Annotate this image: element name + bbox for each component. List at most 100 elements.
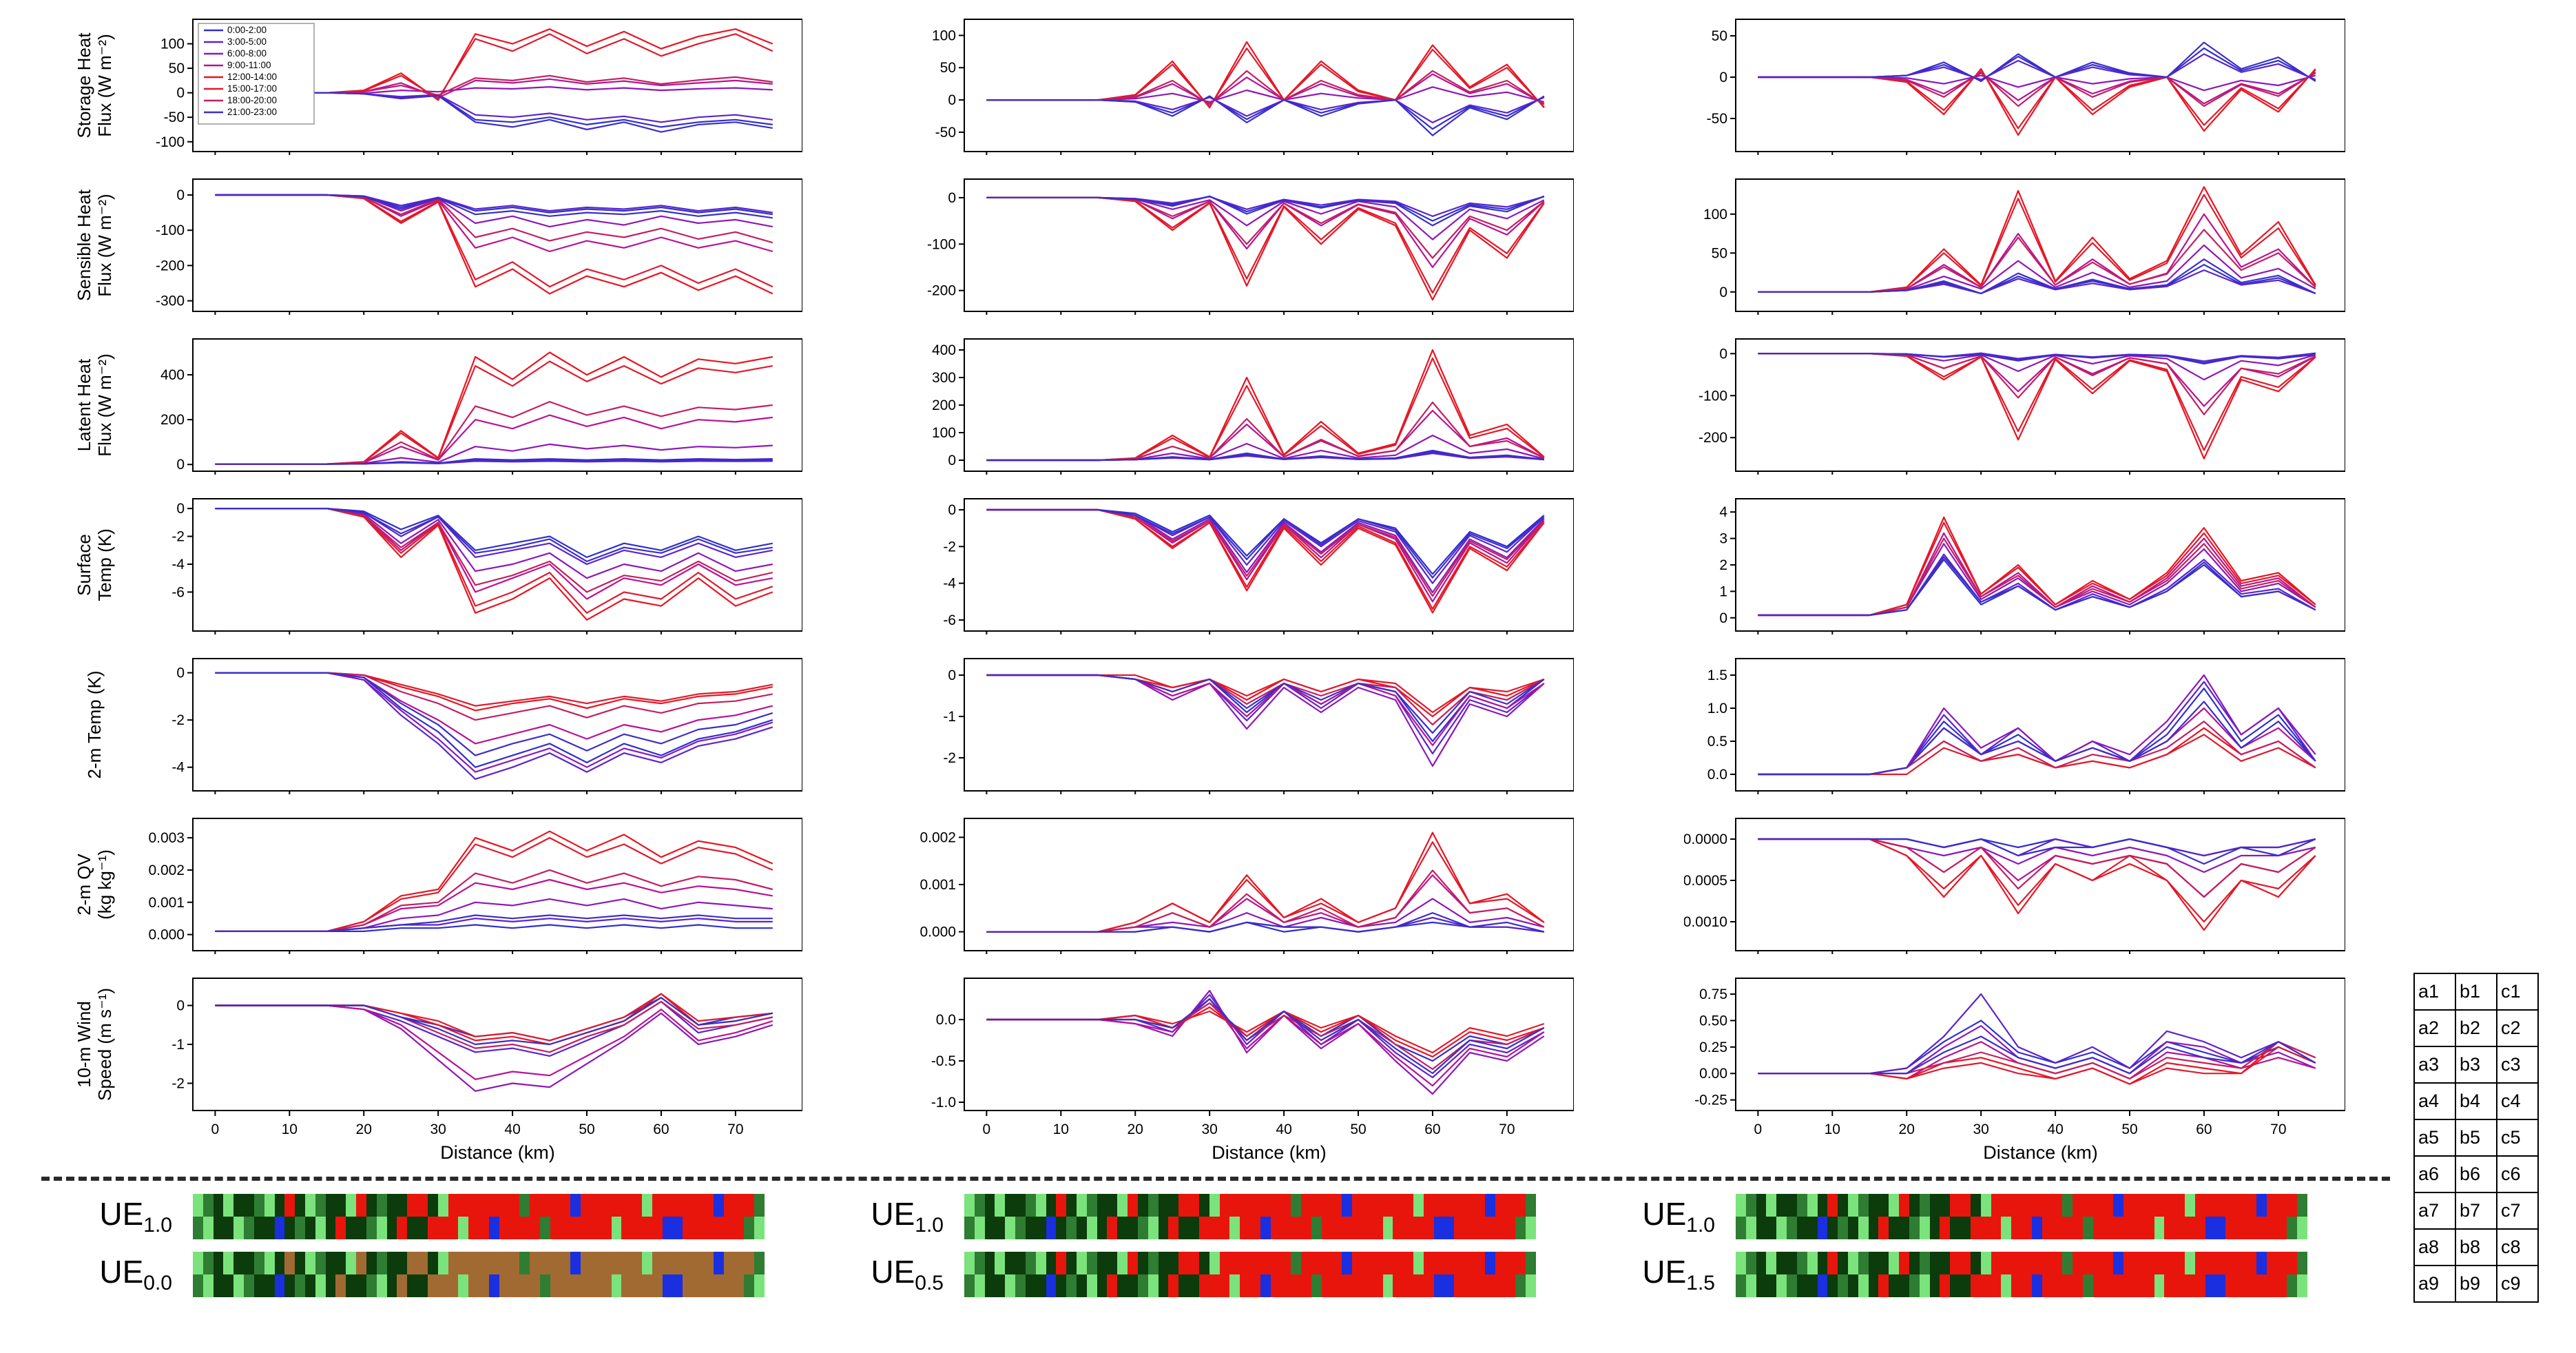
landuse-cell (1756, 1194, 1767, 1217)
x-axis-label: Distance (km) (1212, 1142, 1327, 1163)
landuse-cell (1280, 1217, 1291, 1239)
x-tick-label: 20 (1899, 1122, 1915, 1137)
landuse-cell (305, 1252, 315, 1274)
landuse-cell (1838, 1194, 1849, 1217)
landuse-cell (1960, 1217, 1971, 1239)
landuse-cell (693, 1217, 704, 1239)
landuse-cell (683, 1194, 694, 1217)
landuse-cell (1046, 1217, 1057, 1239)
landuse-cell (1158, 1217, 1169, 1239)
landuse-cell (1393, 1194, 1404, 1217)
landuse-cell (560, 1217, 571, 1239)
landuse-cell (683, 1217, 694, 1239)
landuse-cell (550, 1217, 561, 1239)
legend-label: 21:00-23:00 (227, 107, 277, 117)
landuse-cell (2256, 1217, 2267, 1239)
strip-label-UE1.5: UE1.5 (1642, 1254, 1715, 1295)
x-tick-label: 10 (1053, 1122, 1069, 1137)
landuse-cell (2134, 1194, 2144, 1217)
strip-label-UE1.0: UE1.0 (99, 1196, 172, 1237)
series-line-3:00-5:00 (986, 993, 1545, 1079)
landuse-cell (1929, 1217, 1940, 1239)
landuse-cell (488, 1217, 499, 1239)
landuse-cell (611, 1217, 622, 1239)
landuse-cell (1515, 1194, 1526, 1217)
landuse-cell (1848, 1274, 1858, 1297)
landuse-cell (1817, 1252, 1828, 1274)
landuse-cell (2164, 1194, 2175, 1217)
axes-frame (964, 978, 1574, 1111)
landuse-cell (1766, 1217, 1777, 1239)
landuse-cell (1311, 1217, 1322, 1239)
landuse-cell (335, 1252, 346, 1274)
y-tick-label: -1 (172, 1037, 185, 1053)
plot-panel-r2c2: -200 -100 0 (927, 178, 1574, 315)
landuse-cell (2143, 1194, 2154, 1217)
landuse-cell (2276, 1252, 2287, 1274)
y-tick-label: 4 (1719, 504, 1727, 520)
landuse-cell (1229, 1194, 1240, 1217)
y-tick-label: 0 (948, 190, 956, 206)
series-line-9:00-11:00 (215, 414, 773, 465)
y-tick-label: 0 (1719, 346, 1727, 362)
landuse-cell (1736, 1194, 1746, 1217)
scenario-cell-b3: b3 (2455, 1046, 2497, 1084)
landuse-cell (1403, 1274, 1414, 1297)
y-tick-label: -0.0010 (1684, 914, 1727, 930)
landuse-cell (1444, 1194, 1455, 1217)
scenario-cell-a3: a3 (2413, 1046, 2456, 1084)
landuse-cell (437, 1274, 448, 1297)
landuse-cell (253, 1252, 264, 1274)
landuse-cell (2225, 1252, 2236, 1274)
landuse-cell (1980, 1194, 1991, 1217)
landuse-cell (244, 1252, 254, 1274)
scenario-row: a7 b7 c7 (2413, 1192, 2539, 1230)
landuse-cell (1796, 1252, 1807, 1274)
landuse-cell (1219, 1194, 1230, 1217)
landuse-cell (1526, 1194, 1536, 1217)
landuse-cell (693, 1274, 704, 1297)
landuse-cell (1899, 1252, 1909, 1274)
y-tick-label: 50 (940, 60, 956, 76)
series-line-21:00-23:00 (215, 997, 773, 1046)
series-line-9:00-11:00 (986, 674, 1545, 747)
landuse-cell (1249, 1274, 1260, 1297)
y-tick-label: 0.000 (148, 927, 185, 943)
axes-frame (964, 19, 1574, 152)
landuse-cell (2113, 1252, 2124, 1274)
landuse-cell (2194, 1194, 2205, 1217)
landuse-cell (2123, 1217, 2134, 1239)
series-line-3:00-5:00 (215, 672, 773, 780)
landuse-cell (1776, 1274, 1787, 1297)
landuse-cell (995, 1217, 1006, 1239)
axes-frame (192, 498, 802, 632)
series-line-18:00-20:00 (215, 194, 773, 244)
landuse-cell (407, 1217, 418, 1239)
landuse-cell (1919, 1194, 1930, 1217)
series-line-18:00-20:00 (986, 1002, 1545, 1071)
landuse-cell (1484, 1194, 1495, 1217)
landuse-cell (2276, 1194, 2287, 1217)
scenario-cell-c1: c1 (2496, 973, 2539, 1011)
landuse-cell (2174, 1274, 2185, 1297)
y-tick-label: 0.50 (1699, 1013, 1727, 1029)
landuse-cell (1433, 1217, 1444, 1239)
landuse-cell (448, 1217, 459, 1239)
landuse-cell (223, 1274, 234, 1297)
axes-frame (1735, 978, 2345, 1111)
landuse-cell (1331, 1194, 1342, 1217)
landuse-cell (1301, 1217, 1311, 1239)
landuse-cell (1413, 1274, 1424, 1297)
landuse-cell (427, 1274, 438, 1297)
y-tick-label: -4 (172, 760, 185, 776)
landuse-cell (2185, 1217, 2195, 1239)
x-tick-label: 50 (579, 1122, 594, 1137)
series-line-21:00-23:00 (1758, 556, 2316, 617)
legend-label: 9:00-11:00 (227, 60, 271, 70)
landuse-cell (1817, 1217, 1828, 1239)
landuse-cell (2092, 1194, 2104, 1217)
landuse-cell (744, 1217, 755, 1239)
landuse-cell (1505, 1194, 1516, 1217)
landuse-cell (1776, 1194, 1787, 1217)
landuse-cell (2103, 1252, 2114, 1274)
